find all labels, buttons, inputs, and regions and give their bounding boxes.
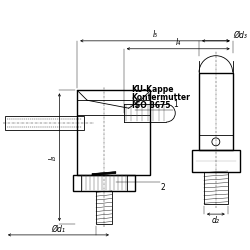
Bar <box>204 172 228 204</box>
Bar <box>5 116 84 130</box>
Text: KU-Kappe: KU-Kappe <box>132 85 174 94</box>
Text: ISO 8675: ISO 8675 <box>132 101 170 110</box>
Text: l₄: l₄ <box>176 38 181 47</box>
Bar <box>199 72 233 150</box>
Text: l₅: l₅ <box>152 30 158 39</box>
Bar <box>77 90 150 174</box>
Text: 2: 2 <box>160 184 165 192</box>
Text: Ød₁: Ød₁ <box>52 224 65 234</box>
Bar <box>192 150 240 172</box>
Bar <box>81 174 127 191</box>
Bar <box>96 191 112 224</box>
Text: Ød₃: Ød₃ <box>234 31 247 40</box>
Text: l₃: l₃ <box>49 154 58 160</box>
Text: d₂: d₂ <box>212 216 220 225</box>
Text: Kontermutter: Kontermutter <box>132 93 190 102</box>
Bar <box>73 174 135 191</box>
Text: 1: 1 <box>173 100 178 109</box>
